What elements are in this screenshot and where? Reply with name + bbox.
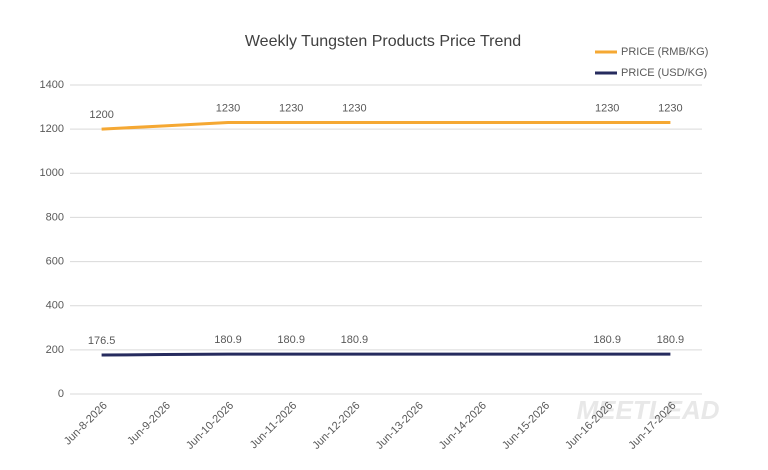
legend-label: PRICE (RMB/KG) [621, 46, 708, 58]
y-tick-label: 400 [46, 300, 64, 312]
y-tick-label: 800 [46, 211, 64, 223]
series-line [101, 352, 671, 357]
data-label: 180.9 [657, 334, 685, 346]
y-tick-label: 0 [58, 388, 64, 400]
data-label: 1230 [342, 102, 366, 114]
data-label: 180.9 [593, 334, 621, 346]
x-tick-label: Jun-14-2026 [437, 400, 489, 452]
data-label: 176.5 [88, 335, 116, 347]
y-tick-label: 1200 [40, 123, 64, 135]
y-tick-label: 200 [46, 344, 64, 356]
watermark: MEETLEAD [577, 395, 720, 425]
x-tick-label: Jun-13-2026 [374, 400, 426, 452]
series-line [101, 121, 671, 131]
data-label: 180.9 [277, 334, 305, 346]
x-tick-label: Jun-8-2026 [62, 400, 110, 448]
data-label: 1230 [658, 102, 682, 114]
data-label: 180.9 [214, 334, 242, 346]
data-label: 180.9 [341, 334, 369, 346]
y-tick-label: 1400 [40, 79, 64, 91]
data-label: 1230 [595, 102, 619, 114]
y-tick-label: 1000 [40, 167, 64, 179]
x-tick-label: Jun-11-2026 [248, 400, 300, 452]
data-label: 1200 [89, 109, 113, 121]
x-tick-label: Jun-15-2026 [500, 400, 552, 452]
data-label: 1230 [216, 102, 240, 114]
legend-label: PRICE (USD/KG) [621, 67, 707, 79]
y-tick-label: 600 [46, 255, 64, 267]
data-label: 1230 [279, 102, 303, 114]
x-tick-label: Jun-9-2026 [125, 400, 173, 448]
x-tick-label: Jun-12-2026 [310, 400, 362, 452]
x-tick-label: Jun-10-2026 [184, 400, 236, 452]
chart-title: Weekly Tungsten Products Price Trend [245, 33, 521, 50]
